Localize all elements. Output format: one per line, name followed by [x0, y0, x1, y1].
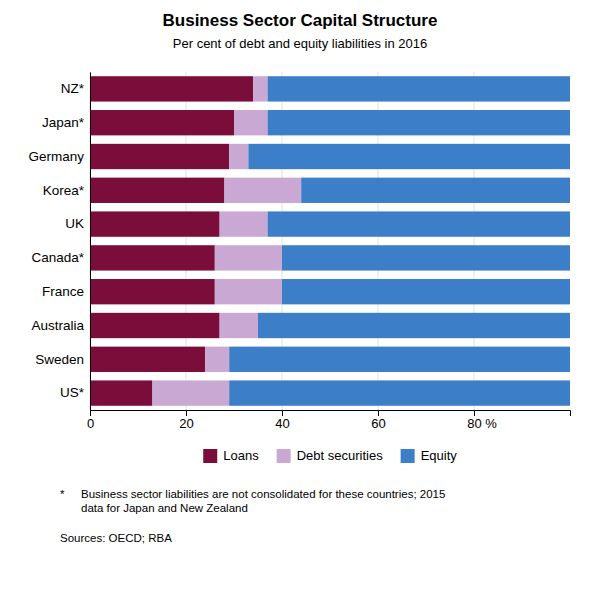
bar [253, 76, 267, 101]
tick: 0 [87, 410, 94, 431]
tick-label: 80 [467, 416, 481, 431]
bar [234, 110, 268, 135]
series [90, 76, 253, 406]
tick: 80 [467, 410, 481, 431]
tick-label: UK [65, 216, 84, 231]
footnote: Business sector liabilities are not cons… [81, 488, 445, 514]
bar [229, 380, 570, 405]
source: Sources: OECD; RBA [60, 532, 172, 544]
series [229, 76, 570, 406]
tick-mark [186, 410, 187, 416]
tick-label: Canada* [31, 250, 84, 265]
tick-label: Germany [28, 149, 84, 164]
bar [152, 380, 229, 405]
tick-mark [90, 410, 91, 416]
tick-mark [282, 410, 283, 416]
bars [90, 76, 570, 406]
bar [220, 313, 258, 338]
legend-label: Debt securities [297, 448, 383, 463]
legend-swatch [277, 449, 291, 463]
tick: NZ* [61, 81, 90, 96]
tick: Canada* [31, 250, 90, 265]
title: Business Sector Capital Structure [163, 11, 438, 30]
legend-label: Loans [223, 448, 259, 463]
bar [90, 76, 253, 101]
tick: UK [65, 216, 90, 231]
axis-line [91, 411, 571, 417]
bar [248, 144, 570, 169]
bar [229, 144, 248, 169]
chart: Business Sector Capital Structure Per cen… [0, 0, 600, 615]
tick: 20 [179, 410, 193, 431]
tick-label: US* [60, 385, 85, 400]
tick-label: 60 [371, 416, 385, 431]
bar [90, 245, 215, 270]
tick-label: 0 [87, 416, 94, 431]
tick: Korea* [43, 183, 90, 198]
tick-label: 40 [275, 416, 289, 431]
legend-item: Debt securities [277, 448, 383, 463]
tick-label: Korea* [43, 183, 85, 198]
bar [220, 211, 268, 236]
grid-line [90, 72, 91, 410]
subtitle: Per cent of debt and equity liabilities … [173, 36, 427, 51]
bar [90, 144, 229, 169]
tick: Japan* [42, 115, 90, 130]
bar [90, 347, 205, 372]
tick-label: NZ* [61, 81, 85, 96]
tick-mark [378, 410, 379, 416]
tick-label: Japan* [42, 115, 85, 130]
tick: Germany [28, 149, 90, 164]
bar [90, 380, 152, 405]
bar [268, 211, 570, 236]
footnote-marker: * [60, 488, 65, 500]
bar [90, 313, 220, 338]
axis-unit: % [485, 416, 497, 431]
bar [215, 279, 282, 304]
legend: Loans Debt securities Equity [203, 448, 457, 463]
bar [205, 347, 229, 372]
tick-label: Sweden [35, 352, 84, 367]
tick-label: Australia [31, 318, 84, 333]
bar [268, 110, 570, 135]
bar [224, 178, 301, 203]
x-axis: 0 20 40 60 80 [87, 410, 571, 431]
legend-item: Equity [401, 448, 458, 463]
bar [90, 279, 215, 304]
bar [282, 279, 570, 304]
bar [301, 178, 570, 203]
tick-label: 20 [179, 416, 193, 431]
y-axis: NZ* Japan* Germany Korea* UK Canada* France Aus… [28, 73, 90, 411]
tick: France [42, 284, 90, 299]
tick: 40 [275, 410, 289, 431]
legend-swatch [203, 449, 217, 463]
tick: Australia [31, 318, 90, 333]
bar [282, 245, 570, 270]
axis-line [90, 73, 91, 411]
tick: Sweden [35, 352, 90, 367]
bar [90, 211, 220, 236]
plot: 0 20 40 60 80% NZ* Japan* Germany Korea* UK Canada… [28, 72, 570, 431]
legend-swatch [401, 449, 415, 463]
footnote-line: data for Japan and New Zealand [81, 502, 248, 514]
legend-label: Equity [421, 448, 458, 463]
tick-label: France [42, 284, 84, 299]
tick: 60 [371, 410, 385, 431]
legend-item: Loans [203, 448, 259, 463]
bar [268, 76, 570, 101]
bar [258, 313, 570, 338]
bar [90, 110, 234, 135]
tick: US* [60, 385, 90, 400]
bar [229, 347, 570, 372]
tick-mark [474, 410, 475, 416]
bar [215, 245, 282, 270]
bar [90, 178, 224, 203]
footnote-line: Business sector liabilities are not cons… [81, 488, 445, 500]
